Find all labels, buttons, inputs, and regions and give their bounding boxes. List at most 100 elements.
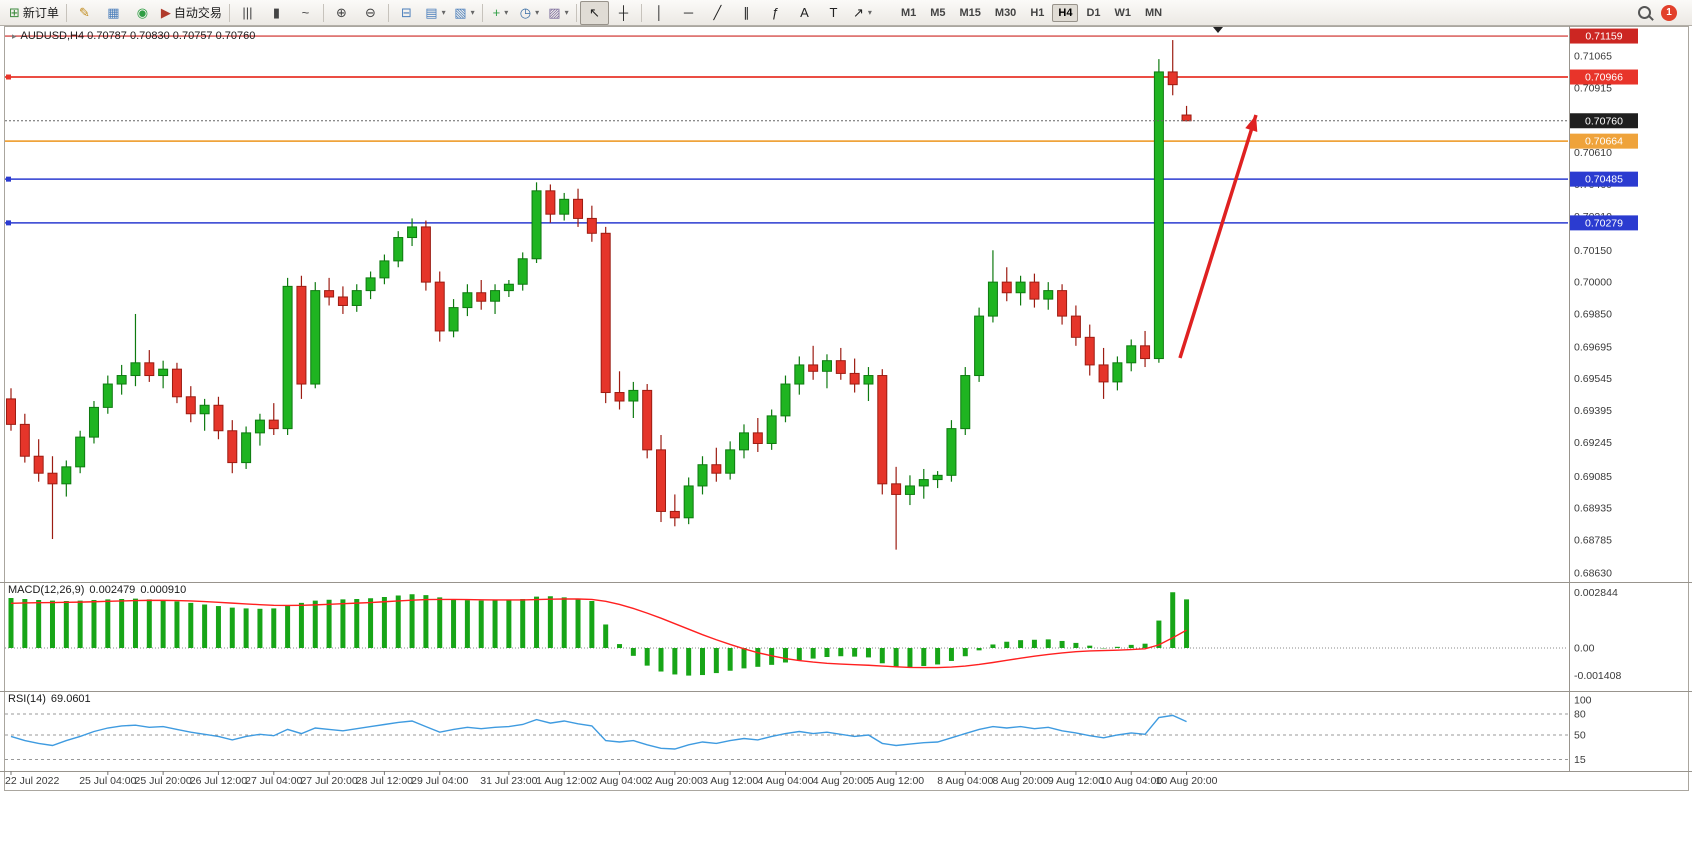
candlestick-series xyxy=(6,40,1192,550)
candle xyxy=(476,292,487,302)
new-order-button[interactable]: ⊞ 新订单 xyxy=(5,1,63,25)
dropdown-arrow-icon[interactable]: ▾ xyxy=(867,8,872,17)
timeframe-d1[interactable]: D1 xyxy=(1086,6,1101,19)
metaeditor-icon[interactable]: ✎ xyxy=(70,1,99,25)
svg-text:0.70966: 0.70966 xyxy=(1585,72,1623,84)
candle xyxy=(365,277,376,292)
panel-separators[interactable] xyxy=(0,582,1692,772)
svg-text:0.69395: 0.69395 xyxy=(1574,405,1612,417)
charts-icon[interactable]: ▦ xyxy=(99,1,128,25)
timeframe-mn[interactable]: MN xyxy=(1145,6,1163,19)
text-icon[interactable]: A xyxy=(790,1,819,25)
timeframe-m1[interactable]: M1 xyxy=(900,6,917,19)
trendline-icon[interactable]: ╱ xyxy=(703,1,732,25)
zoom-out-icon[interactable]: ⊖ xyxy=(356,1,385,25)
zoom-out-icon-glyph: ⊖ xyxy=(364,5,376,20)
vertical-line-icon[interactable]: │ xyxy=(645,1,674,25)
candle xyxy=(102,383,113,408)
timeframe-w1[interactable]: W1 xyxy=(1114,6,1132,19)
candle xyxy=(711,464,722,474)
svg-text:0.71065: 0.71065 xyxy=(1574,51,1612,63)
svg-text:4 Aug 20:00: 4 Aug 20:00 xyxy=(813,775,869,787)
svg-text:0.002844: 0.002844 xyxy=(1574,587,1618,599)
dropdown-arrow-icon[interactable]: ▾ xyxy=(441,8,446,17)
line-handle[interactable] xyxy=(6,74,11,80)
candlestick-chart-icon[interactable]: ▮ xyxy=(262,1,291,25)
horizontal-line-icon[interactable]: ─ xyxy=(674,1,703,25)
candle xyxy=(656,449,667,512)
price-axis[interactable]: 0.710650.709150.707600.706100.704600.703… xyxy=(1569,26,1639,771)
candle xyxy=(379,260,390,279)
zoom-in-icon[interactable]: ⊕ xyxy=(327,1,356,25)
dropdown-arrow-icon[interactable]: ▾ xyxy=(564,8,569,17)
text-label-icon[interactable]: T xyxy=(819,1,848,25)
price-badge xyxy=(1570,69,1638,85)
rsi-value: 69.0601 xyxy=(50,693,91,705)
tile-windows-icon[interactable]: ⊟ xyxy=(392,1,421,25)
dropdown-arrow-icon[interactable]: ▾ xyxy=(504,8,509,17)
candle xyxy=(642,389,653,451)
candle xyxy=(738,432,749,451)
cursor-icon[interactable]: ↖ xyxy=(579,0,609,25)
dropdown-arrow-icon[interactable]: ▾ xyxy=(470,8,475,17)
crosshair-icon[interactable]: ┼ xyxy=(609,1,638,25)
add-indicator-icon[interactable]: + ▾ xyxy=(486,1,515,25)
signals-icon[interactable]: ◉ xyxy=(128,1,157,25)
profiles-icon[interactable]: ▧ ▾ xyxy=(450,1,479,25)
candle xyxy=(19,423,30,457)
svg-text:26 Jul 12:00: 26 Jul 12:00 xyxy=(190,775,247,787)
candle xyxy=(946,428,957,476)
arrows-icon[interactable]: ↗ ▾ xyxy=(848,1,877,25)
candle xyxy=(697,464,708,487)
macd-main-value: 0.002479 xyxy=(89,584,136,596)
one-click-trading-toggle[interactable]: ▸ xyxy=(12,31,17,41)
svg-text:0.68935: 0.68935 xyxy=(1574,503,1612,515)
svg-text:4 Aug 04:00: 4 Aug 04:00 xyxy=(757,775,813,787)
candle xyxy=(1029,281,1040,300)
timeframe-h4[interactable]: H4 xyxy=(1052,3,1079,22)
svg-text:29 Jul 04:00: 29 Jul 04:00 xyxy=(411,775,468,787)
search-icon[interactable] xyxy=(1638,6,1651,19)
candle xyxy=(393,237,404,262)
timeframe-m15[interactable]: M15 xyxy=(959,6,981,19)
trend-arrow[interactable] xyxy=(1178,114,1258,359)
timeframe-m5[interactable]: M5 xyxy=(930,6,946,19)
line-handle[interactable] xyxy=(6,176,11,182)
candle xyxy=(1112,362,1123,383)
timeframe-h1[interactable]: H1 xyxy=(1030,6,1045,19)
svg-text:0.69850: 0.69850 xyxy=(1574,308,1612,320)
svg-text:25 Jul 04:00: 25 Jul 04:00 xyxy=(79,775,136,787)
object-anchor-marker[interactable] xyxy=(1213,27,1223,33)
text-label-icon-glyph: T xyxy=(829,5,838,20)
svg-text:9 Aug 12:00: 9 Aug 12:00 xyxy=(1048,775,1104,787)
rsi-line xyxy=(10,714,1187,750)
svg-text:27 Jul 20:00: 27 Jul 20:00 xyxy=(300,775,357,787)
price-badge xyxy=(1570,113,1638,129)
bar-chart-icon[interactable]: ||| xyxy=(233,1,262,25)
svg-text:50: 50 xyxy=(1574,730,1586,742)
svg-text:0.69085: 0.69085 xyxy=(1574,471,1612,483)
line-chart-icon[interactable]: ~ xyxy=(291,1,320,25)
candle xyxy=(669,510,680,519)
new-chart-icon[interactable]: ▤ ▾ xyxy=(421,1,450,25)
timeframe-m30[interactable]: M30 xyxy=(994,6,1017,19)
autotrading-button[interactable]: ▶ 自动交易 xyxy=(157,1,226,25)
candle xyxy=(47,472,58,485)
fibonacci-icon[interactable]: ƒ xyxy=(761,1,790,25)
periods-icon[interactable]: ◷ ▾ xyxy=(515,1,544,25)
candle xyxy=(254,419,265,434)
channel-icon[interactable]: ∥ xyxy=(732,1,761,25)
notification-badge[interactable]: 1 xyxy=(1661,4,1677,21)
svg-text:0.70610: 0.70610 xyxy=(1574,147,1612,159)
tile-windows-icon-glyph: ⊟ xyxy=(400,5,412,20)
profiles-icon-glyph: ▧ xyxy=(454,5,467,20)
hline-objects[interactable] xyxy=(5,35,1568,226)
candle xyxy=(434,281,445,332)
dropdown-arrow-icon[interactable]: ▾ xyxy=(535,8,540,17)
candle xyxy=(351,290,362,306)
line-handle[interactable] xyxy=(6,220,11,226)
candle xyxy=(600,232,611,394)
templates-icon[interactable]: ▨ ▾ xyxy=(544,1,573,25)
